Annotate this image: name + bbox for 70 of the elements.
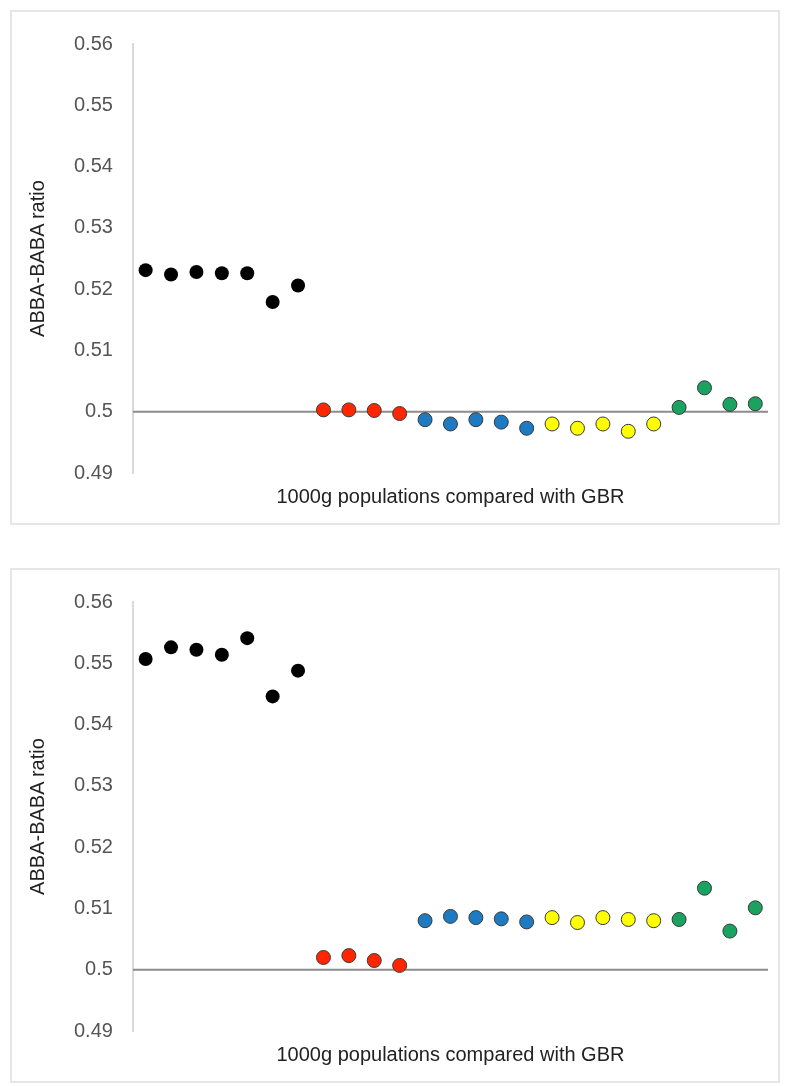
point bbox=[493, 414, 509, 430]
point bbox=[366, 402, 382, 418]
y-tick-label: 0.55 bbox=[73, 650, 113, 673]
point bbox=[569, 420, 585, 436]
point bbox=[544, 416, 560, 432]
point bbox=[214, 266, 229, 281]
point bbox=[595, 416, 611, 432]
point bbox=[722, 923, 738, 939]
point bbox=[315, 402, 331, 418]
point bbox=[646, 416, 662, 432]
point bbox=[519, 914, 535, 930]
point bbox=[722, 396, 738, 412]
point bbox=[164, 640, 179, 655]
y-tick-label: 0.51 bbox=[73, 337, 113, 360]
y-tick-label: 0.49 bbox=[73, 1018, 113, 1041]
point bbox=[265, 689, 280, 704]
point bbox=[442, 908, 458, 924]
point bbox=[646, 913, 662, 929]
point bbox=[265, 295, 280, 310]
point bbox=[138, 652, 153, 666]
point bbox=[493, 911, 509, 927]
point bbox=[417, 913, 433, 929]
y-tick-label: 0.55 bbox=[73, 92, 113, 115]
point bbox=[442, 416, 458, 432]
point bbox=[164, 267, 179, 282]
point bbox=[291, 663, 306, 678]
y-tick-label: 0.5 bbox=[85, 399, 113, 422]
y-tick-label: 0.54 bbox=[73, 712, 113, 735]
point bbox=[138, 263, 153, 278]
y-tick-label: 0.56 bbox=[73, 31, 113, 54]
point bbox=[671, 911, 687, 927]
point bbox=[468, 910, 484, 926]
point bbox=[315, 949, 331, 965]
y-tick-label: 0.54 bbox=[73, 154, 113, 177]
point bbox=[747, 396, 763, 412]
y-tick-label: 0.5 bbox=[85, 957, 113, 980]
y-axis-title: ABBA-BABA ratio bbox=[25, 738, 48, 895]
y-tick-label: 0.56 bbox=[73, 589, 113, 612]
point bbox=[569, 915, 585, 931]
y-axis-title: ABBA-BABA ratio bbox=[25, 180, 48, 337]
point bbox=[747, 900, 763, 916]
x-axis-title: 1000g populations compared with GBR bbox=[276, 1042, 625, 1065]
x-axis-title: 1000g populations compared with GBR bbox=[276, 484, 625, 507]
y-tick-label: 0.53 bbox=[73, 215, 113, 238]
point bbox=[291, 278, 306, 293]
y-tick-label: 0.53 bbox=[73, 773, 113, 796]
point bbox=[696, 380, 712, 396]
point bbox=[214, 647, 229, 662]
point bbox=[544, 910, 560, 926]
point bbox=[392, 957, 408, 973]
point bbox=[341, 948, 357, 964]
point bbox=[620, 911, 636, 927]
point bbox=[366, 953, 382, 969]
y-tick-label: 0.51 bbox=[73, 895, 113, 918]
point bbox=[189, 264, 204, 279]
point bbox=[189, 642, 204, 657]
point bbox=[620, 423, 636, 439]
point bbox=[696, 880, 712, 896]
point bbox=[671, 399, 687, 415]
point bbox=[341, 402, 357, 418]
point bbox=[240, 266, 255, 281]
point bbox=[595, 910, 611, 926]
y-tick-label: 0.52 bbox=[73, 276, 113, 299]
point bbox=[519, 420, 535, 436]
y-tick-label: 0.52 bbox=[73, 834, 113, 857]
point bbox=[417, 412, 433, 428]
point bbox=[468, 412, 484, 428]
point bbox=[240, 631, 255, 646]
point bbox=[392, 406, 408, 422]
y-tick-label: 0.49 bbox=[73, 460, 113, 483]
